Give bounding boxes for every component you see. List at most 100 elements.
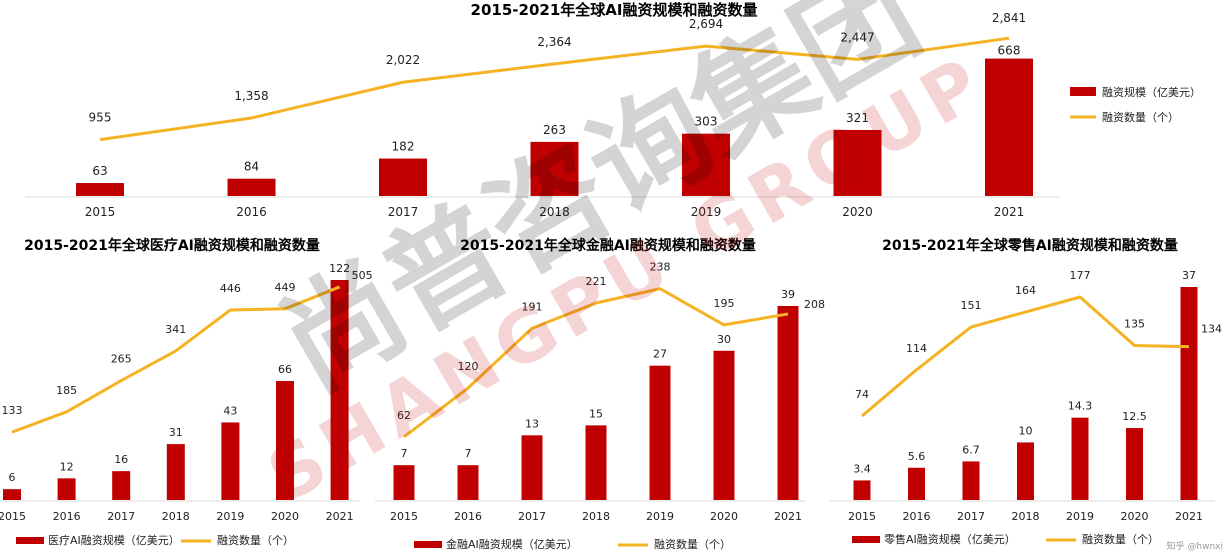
line-value-label: 164 (1015, 284, 1036, 297)
line-value-label: 221 (586, 275, 607, 288)
line-value-label: 505 (352, 269, 373, 282)
legend-label-line: 融资数量（个） (217, 534, 294, 547)
legend-label-line: 融资数量（个） (654, 538, 731, 551)
bar-value-label: 39 (781, 288, 795, 301)
line-value-label: 2,022 (386, 53, 420, 67)
bar-2019 (221, 422, 240, 500)
x-tick-label: 2021 (774, 510, 802, 523)
line-value-label: 955 (89, 111, 112, 125)
bar-2017 (112, 471, 131, 500)
bar-2021 (985, 58, 1033, 196)
bar-2015 (3, 489, 21, 500)
x-tick-label: 2017 (957, 510, 985, 523)
x-tick-label: 2021 (326, 510, 354, 523)
bar-value-label: 6 (9, 471, 16, 484)
bar-value-label: 15 (589, 407, 603, 420)
bar-2018 (1017, 442, 1034, 500)
bar-value-label: 31 (169, 426, 183, 439)
line-series-count (861, 295, 1190, 418)
line-value-label: 446 (220, 282, 241, 295)
x-tick-label: 2015 (0, 510, 26, 523)
bar-2020 (713, 350, 735, 500)
chart-panel-4: 2015-2021年全球零售AI融资规模和融资数量 3.4 5.6 6.7 10 14.3… (830, 237, 1222, 546)
bar-value-label: 13 (525, 417, 539, 430)
x-tick-label: 2018 (1012, 510, 1040, 523)
chart-panel-1: 2015-2021年全球AI融资规模和融资数量 63 84 182 263 303 321 6… (25, 1, 1201, 219)
bar-value-label: 303 (695, 115, 718, 129)
bar-2020 (276, 380, 294, 500)
line-value-label: 120 (458, 360, 479, 373)
line-value-label: 208 (804, 298, 825, 311)
line-value-label: 341 (165, 323, 186, 336)
chart-title: 2015-2021年全球金融AI融资规模和融资数量 (460, 237, 756, 254)
line-value-label: 265 (111, 353, 132, 366)
x-tick-label: 2016 (53, 510, 81, 523)
legend-swatch-bar (16, 537, 44, 544)
legend-swatch-bar (1070, 87, 1096, 96)
x-tick-label: 2019 (691, 205, 722, 219)
bar-2020 (1126, 428, 1143, 500)
chart-panel-3: 2015-2021年全球金融AI融资规模和融资数量 7 7 13 15 27 30 39 62 1… (375, 237, 825, 551)
line-value-label: 449 (275, 281, 296, 294)
legend-label-line: 融资数量（个） (1082, 533, 1159, 546)
bar-2016 (227, 178, 276, 196)
bar-2017 (379, 158, 427, 196)
bar-value-label: 12.5 (1122, 410, 1147, 423)
line-value-label: 177 (1070, 269, 1091, 282)
line-value-label: 62 (397, 409, 411, 422)
x-tick-label: 2020 (710, 510, 738, 523)
x-tick-label: 2015 (390, 510, 418, 523)
line-value-label: 1,358 (234, 89, 268, 103)
line-series-count (403, 287, 789, 439)
bar-2018 (530, 141, 579, 196)
bar-value-label: 10 (1019, 424, 1033, 437)
bar-2021 (777, 306, 799, 500)
chart-title: 2015-2021年全球AI融资规模和融资数量 (471, 1, 758, 19)
bar-2015 (393, 465, 415, 500)
line-value-label: 195 (714, 297, 735, 310)
x-tick-label: 2019 (216, 510, 244, 523)
bar-2016 (57, 478, 76, 500)
x-tick-label: 2019 (646, 510, 674, 523)
legend-label-bar: 医疗AI融资规模（亿美元） (48, 533, 180, 547)
line-series-count (11, 285, 341, 434)
x-tick-label: 2016 (454, 510, 482, 523)
x-tick-label: 2016 (903, 510, 931, 523)
x-tick-label: 2017 (107, 510, 135, 523)
x-tick-label: 2018 (162, 510, 190, 523)
bar-2016 (457, 465, 479, 500)
line-value-label: 2,694 (689, 17, 723, 31)
bar-2019 (649, 365, 671, 500)
line-series-count (99, 36, 1010, 142)
line-value-label: 2,841 (992, 11, 1026, 25)
x-tick-label: 2019 (1066, 510, 1094, 523)
line-value-label: 191 (522, 300, 543, 313)
bar-value-label: 7 (465, 447, 472, 460)
bar-2021 (330, 280, 349, 500)
line-value-label: 114 (906, 342, 927, 355)
bar-2018 (166, 444, 185, 500)
x-tick-label: 2020 (271, 510, 299, 523)
x-tick-label: 2018 (539, 205, 570, 219)
x-tick-label: 2017 (388, 205, 419, 219)
x-tick-label: 2015 (85, 205, 116, 219)
bar-value-label: 37 (1182, 269, 1196, 282)
bar-2015 (76, 183, 124, 196)
x-tick-label: 2015 (848, 510, 876, 523)
bar-2017 (962, 461, 980, 500)
bar-2016 (908, 467, 925, 500)
bar-value-label: 321 (846, 111, 869, 125)
bar-value-label: 63 (92, 164, 107, 178)
line-value-label: 74 (855, 388, 869, 401)
x-tick-label: 2016 (236, 205, 267, 219)
bar-value-label: 7 (401, 447, 408, 460)
legend-swatch-bar (414, 541, 442, 548)
bar-2021 (1180, 287, 1198, 500)
bar-2019 (1071, 417, 1089, 500)
x-tick-label: 2020 (842, 205, 873, 219)
bar-2015 (853, 480, 871, 500)
x-tick-label: 2017 (518, 510, 546, 523)
bar-value-label: 263 (543, 123, 566, 137)
line-value-label: 133 (2, 404, 23, 417)
credit-text: 知乎 @hwnxi (1166, 542, 1223, 552)
